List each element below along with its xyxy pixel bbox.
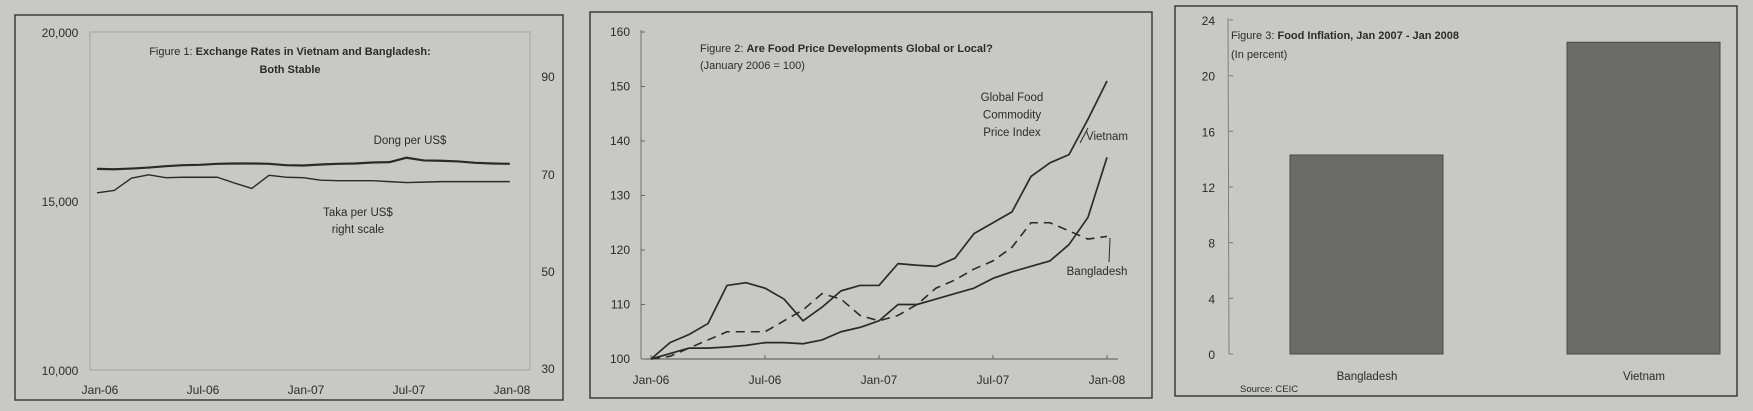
x-tick-label: Jan-06 bbox=[633, 373, 670, 387]
x-tick-label: Jan-06 bbox=[82, 383, 119, 397]
x-tick-label: Jan-07 bbox=[861, 373, 898, 387]
x-tick-label: Jan-07 bbox=[288, 383, 325, 397]
y-tick-label: 0 bbox=[1208, 348, 1215, 362]
series-label-taka: Taka per US$ bbox=[323, 207, 393, 219]
title-prefix: Figure 1: bbox=[149, 46, 195, 58]
y-tick-label: 140 bbox=[610, 134, 630, 148]
series-line-dong bbox=[96, 156, 510, 171]
title-text: Are Food Price Developments Global or Lo… bbox=[746, 43, 993, 55]
figure3-frame bbox=[1174, 5, 1738, 397]
chart-title: Figure 3: Food Inflation, Jan 2007 - Jan… bbox=[1231, 30, 1459, 42]
y-tick-label: 100 bbox=[610, 352, 630, 366]
y-tick-label: 24 bbox=[1202, 14, 1216, 28]
y-tick-label: 150 bbox=[610, 80, 630, 94]
figure1-frame bbox=[14, 14, 564, 401]
y-axis bbox=[1227, 17, 1230, 355]
bar-bangladesh bbox=[1289, 154, 1444, 355]
x-tick-label: Jul-06 bbox=[187, 383, 220, 397]
series-line-global-food-index bbox=[650, 80, 1108, 360]
title-text: Food Inflation, Jan 2007 - Jan 2008 bbox=[1277, 30, 1459, 42]
figure2-frame bbox=[589, 11, 1153, 399]
y-right-tick-label: 70 bbox=[541, 168, 555, 182]
x-tick-label: Jul-07 bbox=[393, 383, 426, 397]
series-label-taka-note: right scale bbox=[332, 224, 384, 236]
series-label-dong: Dong per US$ bbox=[374, 135, 447, 147]
series-line-vietnam bbox=[650, 157, 1108, 360]
chart-subtitle: (In percent) bbox=[1231, 49, 1287, 61]
y-tick-label: 130 bbox=[610, 189, 630, 203]
y-tick-label: 120 bbox=[610, 243, 630, 257]
y-tick-label: 160 bbox=[610, 25, 630, 39]
y-left-tick-label: 20,000 bbox=[42, 26, 79, 40]
y-left-tick-label: 15,000 bbox=[42, 195, 79, 209]
series-line-bangladesh bbox=[650, 221, 1108, 360]
category-label: Vietnam bbox=[1623, 371, 1665, 383]
title-prefix: Figure 2: bbox=[700, 43, 746, 55]
y-tick-label: 16 bbox=[1202, 125, 1216, 139]
bar-vietnam bbox=[1566, 41, 1721, 355]
y-right-tick-label: 50 bbox=[541, 265, 555, 279]
x-tick-label: Jul-07 bbox=[977, 373, 1010, 387]
y-left-tick-label: 10,000 bbox=[42, 364, 79, 378]
figure1-plot-area bbox=[89, 31, 531, 371]
series-label-bangladesh: Bangladesh bbox=[1067, 266, 1128, 278]
category-label: Bangladesh bbox=[1337, 371, 1398, 383]
y-right-tick-label: 30 bbox=[541, 362, 555, 376]
x-tick-label: Jan-08 bbox=[1089, 373, 1126, 387]
chart-title-line2: Both Stable bbox=[259, 64, 320, 76]
chart-title: Figure 2: Are Food Price Developments Gl… bbox=[700, 43, 993, 55]
series-line-taka bbox=[96, 174, 510, 194]
y-tick-label: 8 bbox=[1208, 237, 1215, 251]
series-label-global-food: Commodity bbox=[983, 110, 1041, 122]
series-label-global-food: Price Index bbox=[983, 127, 1041, 139]
chart-subtitle: (January 2006 = 100) bbox=[700, 60, 805, 72]
x-tick-label: Jan-08 bbox=[494, 383, 531, 397]
y-tick-label: 110 bbox=[611, 298, 630, 312]
y-right-tick-label: 90 bbox=[541, 70, 555, 84]
y-tick-label: 12 bbox=[1202, 181, 1216, 195]
series-label-global-food: Global Food bbox=[981, 92, 1044, 104]
y-tick-label: 4 bbox=[1208, 292, 1215, 306]
vietnam-label-leader bbox=[1079, 127, 1089, 144]
x-tick-label: Jul-06 bbox=[749, 373, 782, 387]
series-label-vietnam: Vietnam bbox=[1086, 131, 1128, 143]
source-note: Source: CEIC bbox=[1240, 384, 1298, 395]
bangladesh-label-leader bbox=[1108, 237, 1111, 263]
y-tick-label: 20 bbox=[1202, 70, 1216, 84]
title-text: Exchange Rates in Vietnam and Bangladesh… bbox=[196, 46, 431, 58]
title-prefix: Figure 3: bbox=[1231, 30, 1277, 42]
chart-title: Figure 1: Exchange Rates in Vietnam and … bbox=[149, 46, 431, 58]
